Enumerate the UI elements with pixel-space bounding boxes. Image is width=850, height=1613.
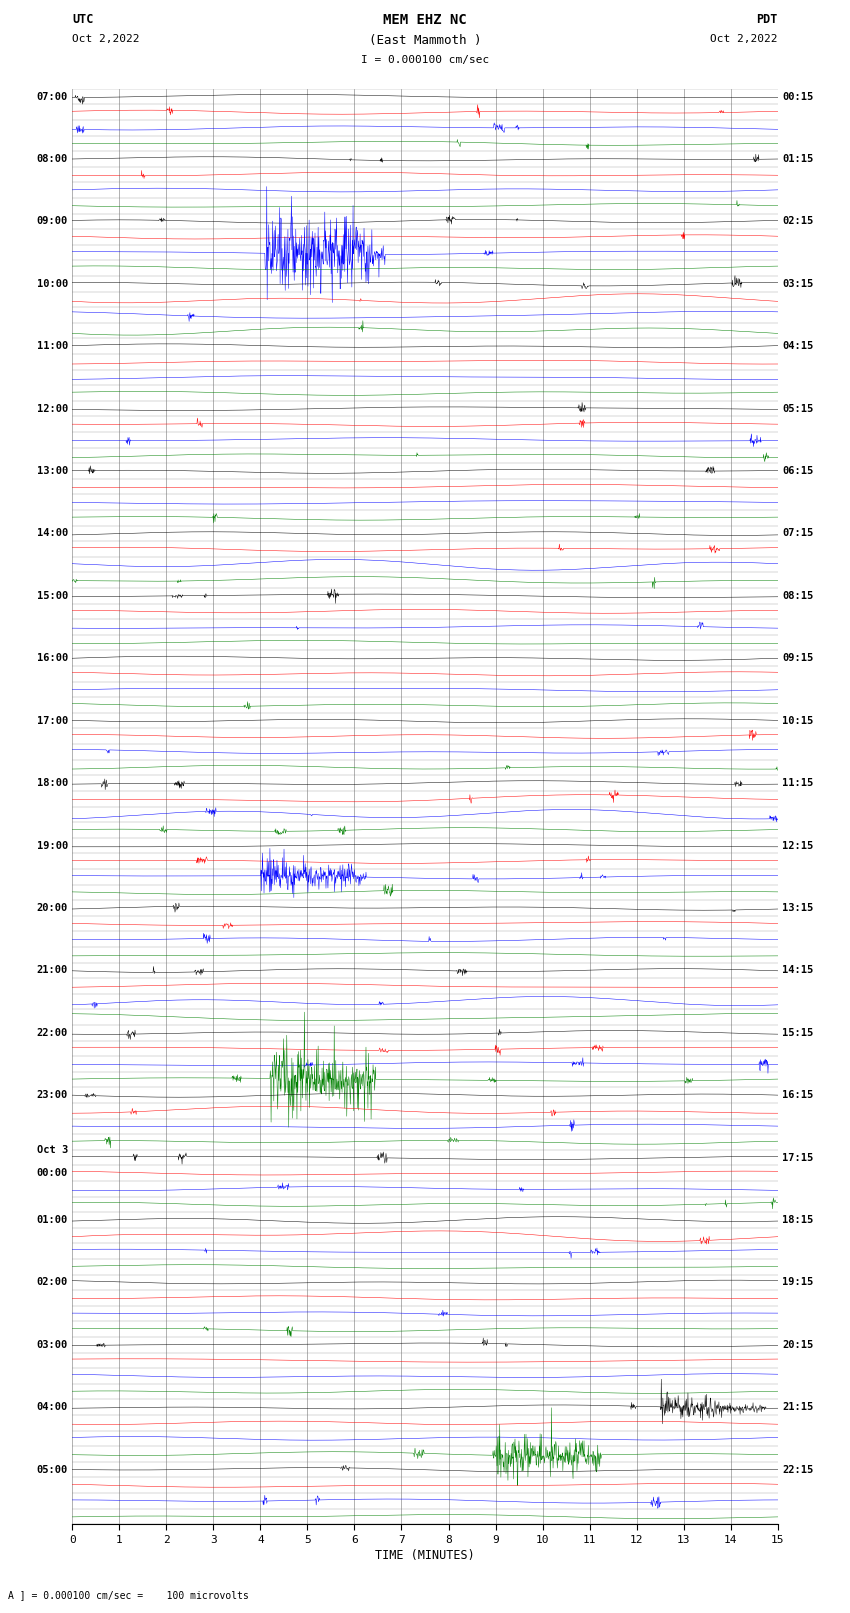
Text: 13:15: 13:15 [782, 903, 813, 913]
Text: 05:00: 05:00 [37, 1465, 68, 1474]
Text: 04:00: 04:00 [37, 1402, 68, 1413]
Text: 14:15: 14:15 [782, 965, 813, 976]
Text: 09:15: 09:15 [782, 653, 813, 663]
Text: 16:00: 16:00 [37, 653, 68, 663]
Text: 11:15: 11:15 [782, 777, 813, 789]
Text: 13:00: 13:00 [37, 466, 68, 476]
Text: 00:00: 00:00 [37, 1168, 68, 1177]
Text: 22:00: 22:00 [37, 1027, 68, 1037]
Text: 16:15: 16:15 [782, 1090, 813, 1100]
Text: 03:00: 03:00 [37, 1340, 68, 1350]
Text: 17:00: 17:00 [37, 716, 68, 726]
Text: 18:00: 18:00 [37, 777, 68, 789]
Text: 08:15: 08:15 [782, 590, 813, 602]
Text: Oct 3: Oct 3 [37, 1145, 68, 1155]
Text: 02:15: 02:15 [782, 216, 813, 226]
Text: 09:00: 09:00 [37, 216, 68, 226]
Text: 19:15: 19:15 [782, 1277, 813, 1287]
Text: Oct 2,2022: Oct 2,2022 [711, 34, 778, 44]
Text: 19:00: 19:00 [37, 840, 68, 850]
Text: 11:00: 11:00 [37, 342, 68, 352]
Text: 15:00: 15:00 [37, 590, 68, 602]
Text: 10:15: 10:15 [782, 716, 813, 726]
Text: I = 0.000100 cm/sec: I = 0.000100 cm/sec [361, 55, 489, 65]
Text: UTC: UTC [72, 13, 94, 26]
Text: A ] = 0.000100 cm/sec =    100 microvolts: A ] = 0.000100 cm/sec = 100 microvolts [8, 1590, 249, 1600]
Text: 21:00: 21:00 [37, 965, 68, 976]
Text: 00:15: 00:15 [782, 92, 813, 102]
Text: Oct 2,2022: Oct 2,2022 [72, 34, 139, 44]
Text: PDT: PDT [756, 13, 778, 26]
Text: 01:00: 01:00 [37, 1215, 68, 1224]
Text: 05:15: 05:15 [782, 403, 813, 413]
Text: 12:00: 12:00 [37, 403, 68, 413]
Text: 10:00: 10:00 [37, 279, 68, 289]
Text: 03:15: 03:15 [782, 279, 813, 289]
Text: MEM EHZ NC: MEM EHZ NC [383, 13, 467, 27]
Text: 07:15: 07:15 [782, 529, 813, 539]
Text: 08:00: 08:00 [37, 153, 68, 165]
Text: 14:00: 14:00 [37, 529, 68, 539]
X-axis label: TIME (MINUTES): TIME (MINUTES) [375, 1548, 475, 1561]
Text: 20:15: 20:15 [782, 1340, 813, 1350]
Text: 17:15: 17:15 [782, 1153, 813, 1163]
Text: (East Mammoth ): (East Mammoth ) [369, 34, 481, 47]
Text: 12:15: 12:15 [782, 840, 813, 850]
Text: 07:00: 07:00 [37, 92, 68, 102]
Text: 02:00: 02:00 [37, 1277, 68, 1287]
Text: 22:15: 22:15 [782, 1465, 813, 1474]
Text: 06:15: 06:15 [782, 466, 813, 476]
Text: 01:15: 01:15 [782, 153, 813, 165]
Text: 20:00: 20:00 [37, 903, 68, 913]
Text: 18:15: 18:15 [782, 1215, 813, 1224]
Text: 04:15: 04:15 [782, 342, 813, 352]
Text: 15:15: 15:15 [782, 1027, 813, 1037]
Text: 21:15: 21:15 [782, 1402, 813, 1413]
Text: 23:00: 23:00 [37, 1090, 68, 1100]
